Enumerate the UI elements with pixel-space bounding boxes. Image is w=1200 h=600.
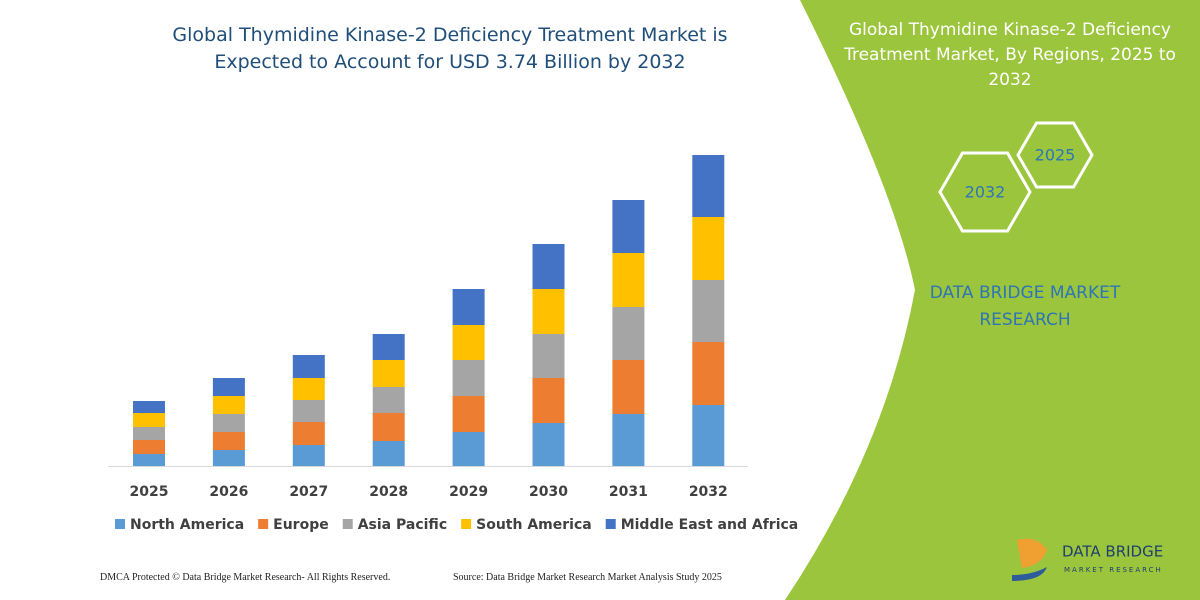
logo-tagline: MARKET RESEARCH <box>1064 566 1163 574</box>
x-tick-label: 2028 <box>369 484 408 500</box>
hexagon <box>938 151 1032 233</box>
bar-segment <box>692 405 725 466</box>
x-tick-label: 2027 <box>289 484 328 500</box>
bar-segment <box>372 413 405 441</box>
legend-swatch <box>258 519 269 529</box>
bar-segment <box>292 445 325 466</box>
legend-label: Asia Pacific <box>358 517 447 533</box>
logo-mark <box>1017 538 1047 568</box>
bar-segment <box>372 387 405 413</box>
legend-swatch <box>115 519 125 529</box>
bar-segment <box>212 450 245 466</box>
x-tick-label: 2030 <box>529 484 568 500</box>
legend-label: Middle East and Africa <box>621 517 799 533</box>
bar-segment <box>452 360 485 396</box>
bar-segment <box>372 441 405 466</box>
bar-segment <box>212 396 245 414</box>
bar-segment <box>133 413 165 427</box>
side-panel-bg <box>785 0 1200 600</box>
copyright: DMCA Protected © Data Bridge Market Rese… <box>100 572 391 583</box>
legend-label: Europe <box>273 517 329 533</box>
bar-segment <box>692 217 725 280</box>
bar-segment <box>612 253 645 307</box>
bar-segment <box>532 334 565 378</box>
bar-segment <box>532 423 565 466</box>
x-tick-label: 2032 <box>689 484 728 500</box>
bar-segment <box>212 432 245 450</box>
bar-segment <box>212 378 245 396</box>
bar-segment <box>612 200 645 253</box>
bar-segment <box>612 414 645 466</box>
bar-segment <box>532 244 565 289</box>
bar-segment <box>452 325 485 360</box>
bar-segment <box>133 454 165 466</box>
x-tick-label: 2026 <box>209 484 248 500</box>
bar-segment <box>292 355 325 378</box>
bar-segment <box>532 378 565 423</box>
chart-title: Global Thymidine Kinase-2 Deficiency Tre… <box>172 24 728 73</box>
x-tick-label: 2031 <box>609 484 648 500</box>
x-tick-label: 2029 <box>449 484 488 500</box>
bar-segment <box>452 396 485 432</box>
bar-segment <box>452 289 485 325</box>
bar-segment <box>692 155 725 217</box>
bar-segment <box>612 307 645 360</box>
logo-name: DATA BRIDGE <box>1062 543 1163 561</box>
bar-segment <box>692 280 725 342</box>
x-tick-label: 2025 <box>130 484 169 500</box>
hex-label: 2032 <box>965 183 1006 202</box>
legend-label: South America <box>476 517 592 533</box>
bar-segment <box>133 401 165 413</box>
legend-swatch <box>461 519 472 529</box>
panel-title: Global Thymidine Kinase-2 Deficiency Tre… <box>844 20 1176 90</box>
bar-segment <box>692 342 725 405</box>
hex-label: 2025 <box>1035 146 1076 165</box>
brand: DATA BRIDGE MARKET RESEARCH <box>929 283 1121 330</box>
bar-segment <box>292 378 325 400</box>
bar-segment <box>133 440 165 454</box>
bar-segment <box>133 427 165 440</box>
bar-segment <box>372 334 405 360</box>
source: Source: Data Bridge Market Research Mark… <box>453 572 722 583</box>
bar-segment <box>372 360 405 387</box>
hexagon <box>1016 121 1094 189</box>
bar-segment <box>292 422 325 445</box>
logo-mark <box>1012 567 1047 581</box>
bar-segment <box>612 360 645 414</box>
bar-segment <box>292 400 325 422</box>
bar-segment <box>532 289 565 334</box>
legend-swatch <box>342 519 353 529</box>
bar-segment <box>452 432 485 466</box>
legend-label: North America <box>130 517 244 533</box>
legend-swatch <box>605 519 616 529</box>
bar-segment <box>212 414 245 432</box>
